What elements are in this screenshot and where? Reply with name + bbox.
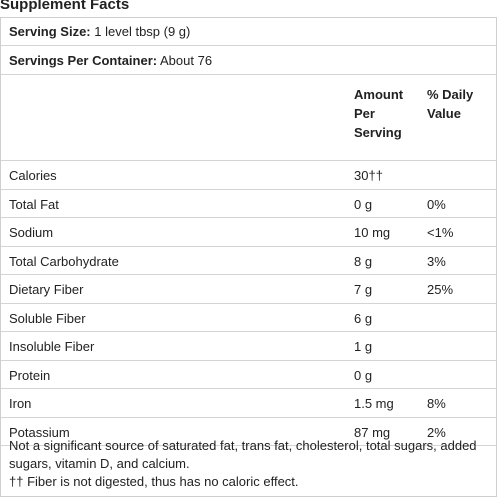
nutrient-amount: 30†† [354, 168, 383, 183]
nutrient-daily-value: 3% [427, 253, 446, 269]
nutrient-amount: 87 mg [354, 424, 391, 440]
nutrient-amount: 0 g [354, 196, 373, 212]
nutrient-row: Sodium 10 mg <1% [1, 218, 496, 247]
nutrient-name: Total Fat [9, 196, 59, 212]
servings-per-container-value: About 76 [160, 53, 213, 68]
nutrient-amount: 1 g [354, 339, 373, 354]
nutrient-name: Sodium [9, 225, 54, 240]
nutrient-row: Total Fat 0 g 0% [1, 190, 496, 218]
nutrient-amount: 0 g [354, 367, 373, 383]
nutrient-amount: 10 mg [354, 225, 391, 240]
nutrient-row: Dietary Fiber 7 g 25% [1, 275, 496, 304]
footnotes: Not a significant source of saturated fa… [9, 437, 489, 491]
column-header-row: Amount Per Serving % Daily Value [1, 75, 496, 161]
nutrient-daily-value: 2% [427, 424, 446, 440]
servings-per-container-row: Servings Per Container: About 76 [1, 46, 496, 75]
nutrient-row: Soluble Fiber 6 g [1, 304, 496, 332]
label-title: Supplement Facts [0, 0, 130, 13]
nutrient-name: Iron [9, 396, 32, 411]
nutrient-daily-value: 25% [427, 282, 454, 297]
nutrient-row: Protein 0 g [1, 361, 496, 389]
footnote-fiber: †† Fiber is not digested, thus has no ca… [9, 474, 299, 489]
nutrient-row: Iron 1.5 mg 8% [1, 389, 496, 418]
serving-size-value: 1 level tbsp (9 g) [94, 24, 191, 39]
nutrient-name: Total Carbohydrate [9, 253, 119, 269]
nutrient-amount: 7 g [354, 282, 373, 297]
facts-panel: Serving Size: 1 level tbsp (9 g) Serving… [0, 17, 497, 497]
nutrient-amount: 6 g [354, 310, 373, 326]
daily-value-header: % Daily Value [427, 87, 474, 121]
nutrient-row: Calories 30†† [1, 161, 496, 190]
nutrient-name: Insoluble Fiber [9, 339, 95, 354]
nutrient-row: Total Carbohydrate 8 g 3% [1, 247, 496, 275]
nutrient-row: Insoluble Fiber 1 g [1, 332, 496, 361]
nutrient-daily-value: 0% [427, 196, 446, 212]
nutrient-name: Soluble Fiber [9, 310, 86, 326]
nutrient-daily-value: <1% [427, 225, 454, 240]
nutrient-daily-value: 8% [427, 396, 446, 411]
serving-size-label: Serving Size: [9, 24, 91, 39]
nutrient-name: Calories [9, 168, 57, 183]
servings-per-container-label: Servings Per Container: [9, 53, 158, 68]
nutrient-row: Potassium 87 mg 2% [1, 418, 496, 446]
nutrient-amount: 8 g [354, 253, 373, 269]
nutrient-name: Potassium [9, 424, 70, 440]
nutrient-name: Protein [9, 367, 51, 383]
nutrient-name: Dietary Fiber [9, 282, 84, 297]
amount-per-serving-header: Amount Per Serving [354, 87, 404, 140]
nutrient-amount: 1.5 mg [354, 396, 394, 411]
footnote-not-significant: Not a significant source of saturated fa… [9, 438, 477, 471]
serving-size-row: Serving Size: 1 level tbsp (9 g) [1, 18, 496, 46]
